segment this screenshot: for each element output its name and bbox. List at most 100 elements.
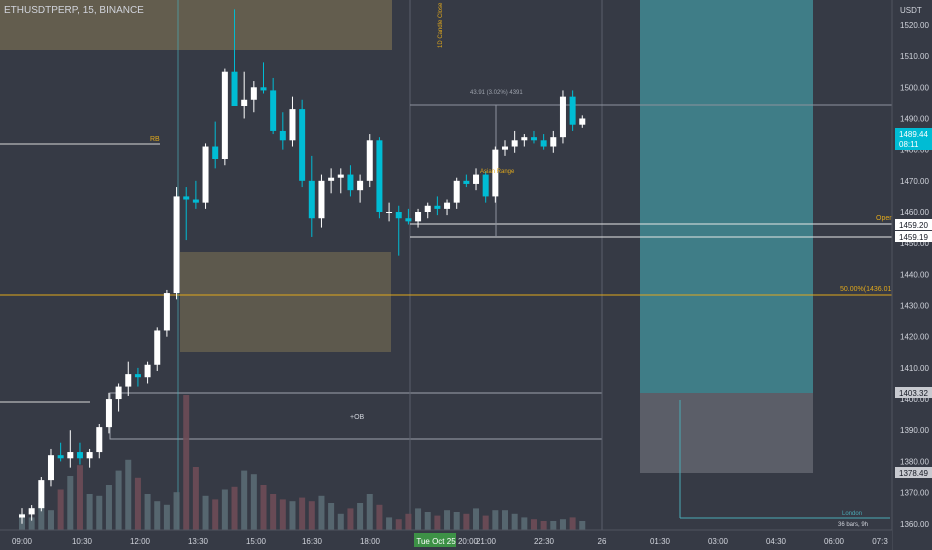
last-price-badge — [895, 128, 932, 150]
price-tick-label: 1360.00 — [900, 520, 929, 529]
time-tick-label: 22:30 — [534, 537, 555, 546]
price-tick-label: 1370.00 — [900, 489, 929, 498]
candle — [299, 99, 306, 188]
target-zone-teal — [640, 0, 813, 393]
london-label: London — [842, 511, 862, 517]
price-tick-label: 1450.00 — [900, 239, 929, 248]
candle-body — [540, 140, 547, 147]
time-tick-label: 21:00 — [476, 537, 497, 546]
candle-body — [318, 180, 325, 219]
price-tick-label: 1500.00 — [900, 83, 929, 92]
candle-body — [386, 212, 393, 213]
candle — [231, 9, 238, 106]
candle — [434, 196, 441, 216]
candle-body — [202, 146, 209, 203]
candle-body — [559, 96, 566, 138]
volume-bar — [163, 504, 170, 530]
candle-body — [328, 177, 335, 181]
volume-bar — [366, 494, 373, 530]
candle — [221, 68, 228, 166]
candle — [463, 174, 470, 188]
volume-bar — [530, 519, 537, 530]
candle — [386, 202, 393, 222]
price-tick-label: 1510.00 — [900, 52, 929, 61]
candle-body — [163, 293, 170, 331]
candle — [559, 90, 566, 144]
candle — [144, 361, 151, 384]
volume-bar — [444, 510, 451, 530]
candle — [347, 165, 354, 197]
candle — [540, 134, 547, 150]
time-tick-label: 04:30 — [766, 537, 787, 546]
candle — [482, 171, 489, 203]
candle — [173, 187, 180, 300]
time-tick-label: 20:00 — [458, 537, 479, 546]
volume-bar — [173, 492, 180, 530]
volume-bar — [57, 489, 64, 530]
candle-body — [289, 109, 296, 141]
candle — [473, 168, 480, 191]
candle — [453, 177, 460, 209]
candle-body — [57, 455, 64, 459]
countdown-value: 08:11 — [899, 140, 919, 149]
price-tick-label: 1420.00 — [900, 333, 929, 342]
volume-bar — [453, 512, 460, 530]
candle — [38, 477, 45, 512]
time-tick-label: 18:00 — [360, 537, 381, 546]
candle — [569, 90, 576, 131]
candle — [415, 208, 422, 228]
candle — [260, 62, 267, 94]
candle — [183, 187, 190, 241]
candle — [19, 508, 25, 524]
candle-body — [444, 202, 451, 209]
price-axis[interactable] — [892, 0, 932, 550]
volume-bar — [96, 495, 103, 530]
candle — [250, 81, 257, 113]
order-block-zone — [180, 252, 391, 352]
candle — [318, 174, 325, 228]
candle-body — [415, 212, 422, 222]
candle — [163, 289, 170, 337]
volume-bar — [231, 486, 238, 530]
candle — [279, 112, 286, 150]
ob-label: +OB — [350, 414, 365, 421]
time-tick-label: 16:30 — [302, 537, 323, 546]
time-tick-label: 26 — [598, 537, 607, 546]
candle-body — [28, 508, 35, 515]
volume-bar — [289, 501, 296, 530]
volume-bar — [212, 499, 219, 530]
stop-zone-gray — [640, 393, 813, 473]
time-tick-label: 07:3 — [872, 537, 888, 546]
candle-body — [38, 480, 45, 509]
candle — [492, 146, 499, 203]
volume-bar — [347, 508, 354, 530]
candle-body — [212, 146, 219, 159]
rb-label: RB — [150, 136, 160, 143]
volume-bar — [328, 503, 335, 530]
price-tick-label: 1390.00 — [900, 426, 929, 435]
volume-bar — [502, 510, 508, 530]
candle-body — [231, 71, 238, 106]
volume-bar — [202, 495, 209, 530]
volume-bar — [299, 497, 306, 530]
daily-zone-box — [0, 0, 392, 50]
fib-label: 50.00%(1436.01) — [840, 286, 894, 293]
candle-body — [221, 71, 228, 159]
volume-bar — [115, 470, 122, 530]
candle — [579, 115, 586, 128]
candle — [337, 168, 344, 194]
candle — [125, 361, 132, 396]
open-low-value: 1459.19 — [899, 233, 928, 242]
volume-bar — [308, 501, 315, 530]
candle — [47, 448, 54, 487]
asian-range-label: Asian Range — [480, 169, 515, 175]
zone-top-value: 1403.32 — [899, 389, 928, 398]
candle — [376, 137, 383, 219]
volume-bar — [511, 513, 518, 530]
candle-body — [154, 330, 161, 365]
candle — [202, 143, 209, 209]
candle-body — [376, 140, 383, 212]
time-tick-label: 13:30 — [188, 537, 209, 546]
candle-body — [96, 427, 103, 453]
